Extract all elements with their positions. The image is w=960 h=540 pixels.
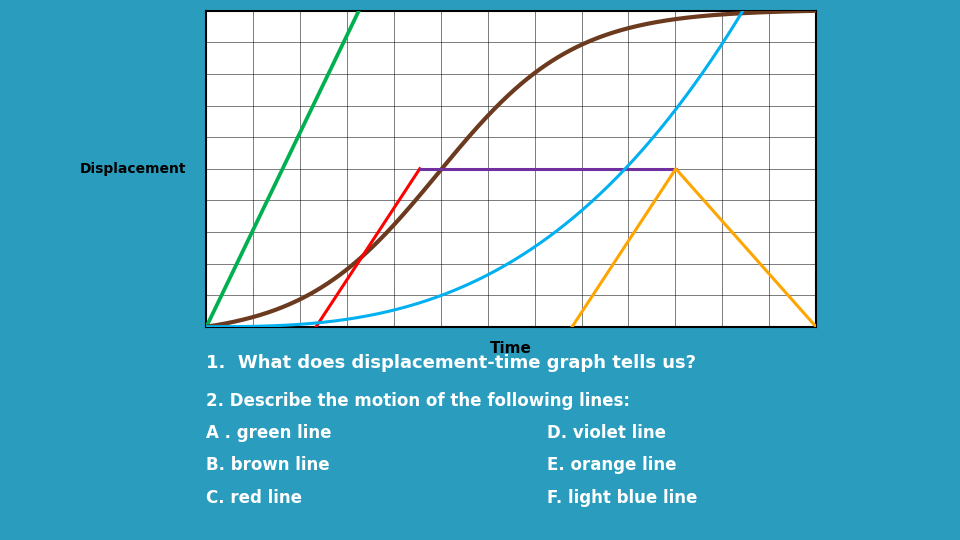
Text: Displacement: Displacement: [80, 162, 186, 176]
Text: D. violet line: D. violet line: [547, 424, 666, 442]
Text: 1.  What does displacement-time graph tells us?: 1. What does displacement-time graph tel…: [206, 354, 696, 372]
Text: F. light blue line: F. light blue line: [547, 489, 698, 507]
Text: A . green line: A . green line: [206, 424, 332, 442]
Text: E. orange line: E. orange line: [547, 456, 677, 474]
Text: B. brown line: B. brown line: [206, 456, 330, 474]
Text: 2. Describe the motion of the following lines:: 2. Describe the motion of the following …: [206, 392, 631, 409]
Text: Time: Time: [491, 341, 532, 356]
Text: C. red line: C. red line: [206, 489, 302, 507]
